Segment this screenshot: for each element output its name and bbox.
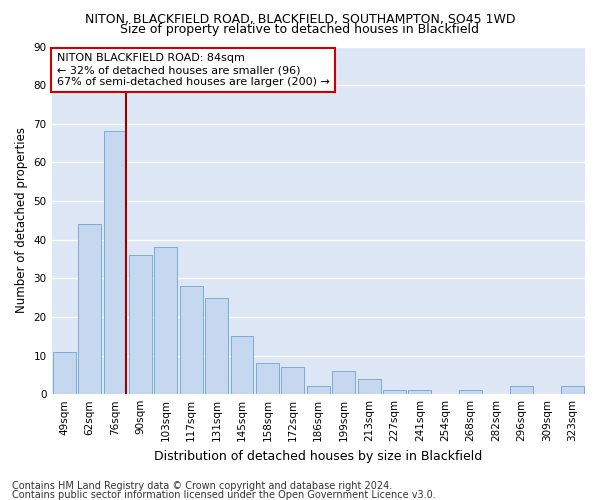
Text: Contains HM Land Registry data © Crown copyright and database right 2024.: Contains HM Land Registry data © Crown c… <box>12 481 392 491</box>
Bar <box>409 390 431 394</box>
Text: NITON, BLACKFIELD ROAD, BLACKFIELD, SOUTHAMPTON, SO45 1WD: NITON, BLACKFIELD ROAD, BLACKFIELD, SOUT… <box>85 12 515 26</box>
Bar <box>256 364 279 394</box>
Text: Size of property relative to detached houses in Blackfield: Size of property relative to detached ho… <box>121 22 479 36</box>
Bar <box>180 286 203 394</box>
Bar <box>104 132 127 394</box>
Bar <box>358 378 380 394</box>
Bar <box>230 336 253 394</box>
Bar <box>205 298 228 394</box>
Bar <box>510 386 533 394</box>
Y-axis label: Number of detached properties: Number of detached properties <box>15 128 28 314</box>
Bar <box>281 367 304 394</box>
Bar <box>459 390 482 394</box>
Bar <box>332 371 355 394</box>
Bar <box>129 255 152 394</box>
Bar <box>53 352 76 394</box>
Text: NITON BLACKFIELD ROAD: 84sqm
← 32% of detached houses are smaller (96)
67% of se: NITON BLACKFIELD ROAD: 84sqm ← 32% of de… <box>57 54 330 86</box>
X-axis label: Distribution of detached houses by size in Blackfield: Distribution of detached houses by size … <box>154 450 482 462</box>
Bar <box>561 386 584 394</box>
Bar <box>383 390 406 394</box>
Bar <box>154 248 177 394</box>
Text: Contains public sector information licensed under the Open Government Licence v3: Contains public sector information licen… <box>12 490 436 500</box>
Bar <box>307 386 330 394</box>
Bar <box>78 224 101 394</box>
